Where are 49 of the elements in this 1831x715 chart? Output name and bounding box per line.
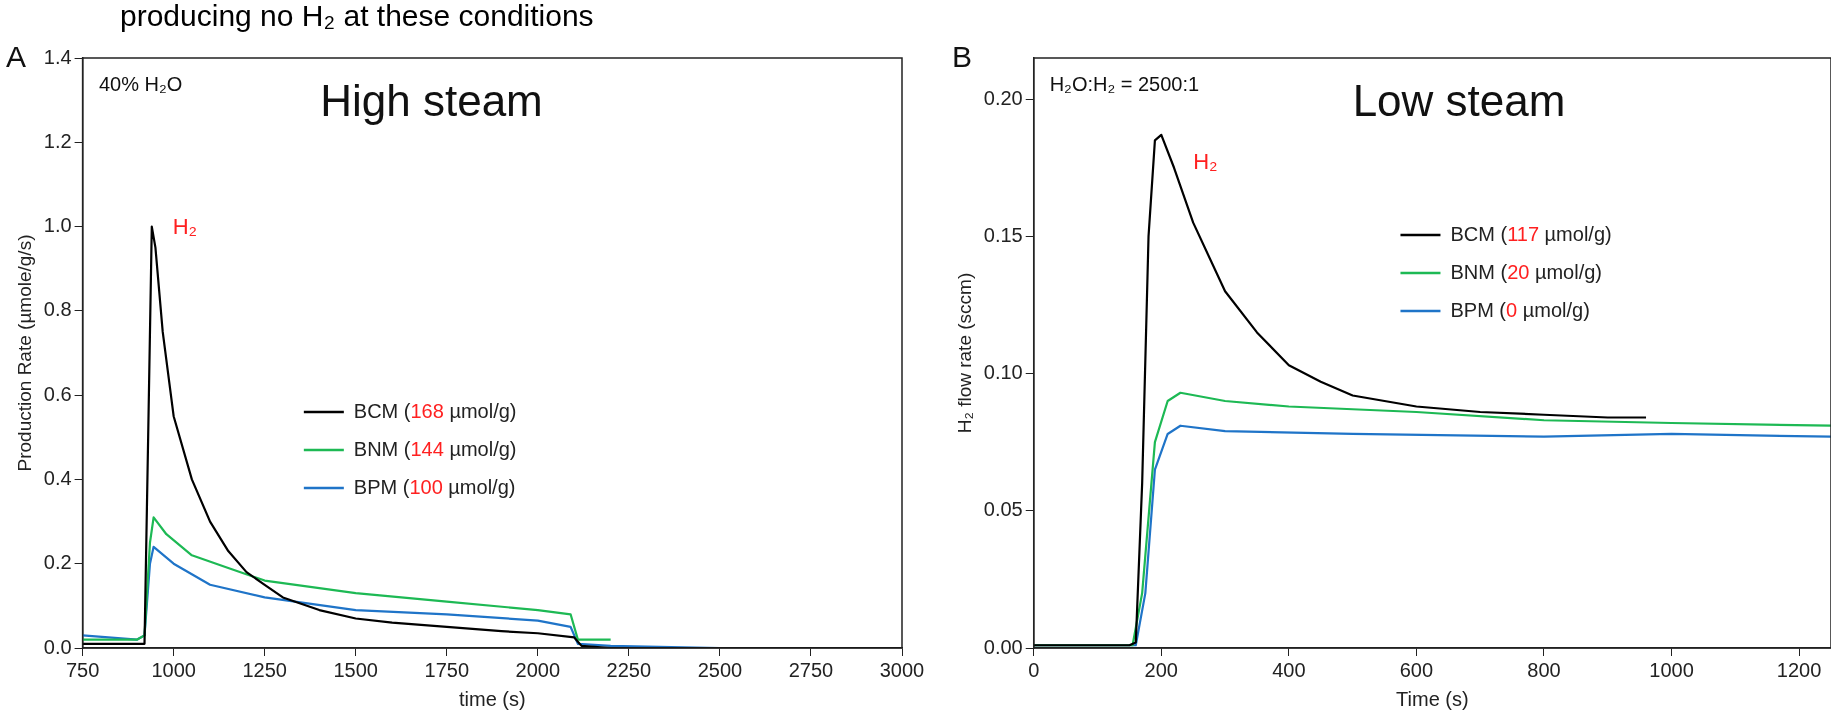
x-axis-title: time (s) — [458, 687, 526, 710]
x-tick-label: 2000 — [515, 658, 561, 681]
x-tick-label: 1200 — [1776, 658, 1822, 681]
x-axis-title: Time (s) — [1396, 687, 1469, 710]
x-tick-label: 800 — [1527, 658, 1561, 681]
annotation: High steam — [320, 75, 543, 125]
x-tick-label: 2500 — [697, 658, 743, 681]
chart-title: producing no H₂ at these conditions — [120, 0, 594, 32]
legend-label: BCM (168 µmol/g) — [353, 399, 517, 422]
y-tick-label: 1.4 — [43, 45, 72, 68]
text: B — [952, 40, 973, 74]
annotation: H₂ — [1193, 149, 1218, 175]
legend-label: BPM (100 µmol/g) — [353, 475, 516, 498]
y-tick-label: 0.4 — [43, 466, 72, 489]
legend-label: BNM (20 µmol/g) — [1450, 260, 1603, 283]
annotation: 40% H₂O — [98, 73, 183, 96]
x-tick-label: 2750 — [788, 658, 834, 681]
y-tick-label: 0.6 — [43, 382, 72, 405]
x-tick-label: 3000 — [879, 658, 925, 681]
x-tick-label: 1250 — [242, 658, 287, 681]
x-tick-label: 0 — [1028, 658, 1040, 681]
y-axis-title: H₂ flow rate (sccm) — [953, 272, 975, 434]
text: A — [6, 40, 27, 74]
annotation: H₂ — [172, 214, 198, 240]
x-tick-label: 200 — [1144, 658, 1178, 681]
y-tick-label: 0.15 — [983, 223, 1023, 246]
y-tick-label: 0.20 — [983, 86, 1023, 109]
y-tick-label: 1.2 — [43, 129, 72, 152]
x-tick-label: 400 — [1272, 658, 1306, 681]
y-tick-label: 0.8 — [43, 298, 72, 321]
y-tick-label: 0.00 — [983, 635, 1023, 658]
x-tick-label: 1750 — [424, 658, 470, 681]
y-axis-title: Production Rate (µmole/g/s) — [13, 234, 35, 472]
legend-label: BPM (0 µmol/g) — [1450, 298, 1590, 321]
legend-label: BNM (144 µmol/g) — [353, 437, 517, 460]
legend-label: BCM (117 µmol/g) — [1450, 222, 1612, 245]
x-tick-label: 750 — [65, 658, 100, 681]
x-tick-label: 600 — [1399, 658, 1434, 681]
y-tick-label: 0.10 — [983, 361, 1023, 384]
x-tick-label: 1500 — [333, 658, 378, 681]
x-tick-label: 1000 — [151, 658, 196, 681]
y-tick-label: 0.2 — [43, 551, 72, 574]
annotation: H₂O:H₂ = 2500:1 — [1049, 73, 1200, 96]
y-tick-label: 0.05 — [983, 498, 1023, 521]
y-tick-label: 0.0 — [43, 635, 72, 658]
y-tick-label: 1.0 — [43, 214, 72, 237]
x-tick-label: 2250 — [606, 658, 652, 681]
x-tick-label: 1000 — [1649, 658, 1694, 681]
annotation: Low steam — [1352, 75, 1566, 125]
